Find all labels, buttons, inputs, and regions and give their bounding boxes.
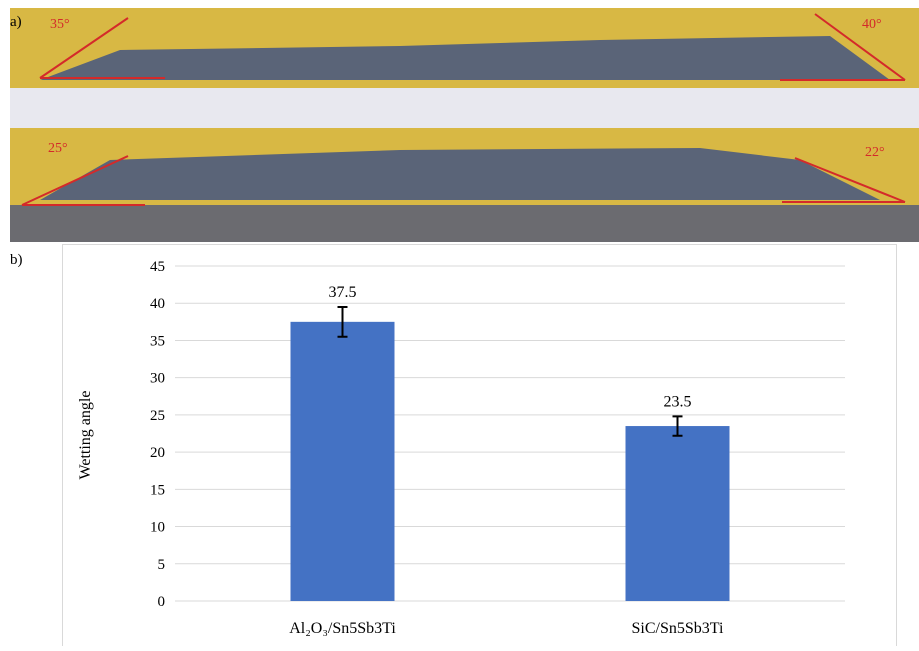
plot: 0 5 10 15 20 25 30 35 40 45 Al₂O₃/Sn5Sb3Ti 37.5 SiC/… [150, 259, 845, 637]
y-tick-label: 30 [150, 371, 165, 387]
panel-label: a) [10, 14, 22, 30]
angle-label: 25° [48, 141, 68, 156]
bar [291, 322, 395, 601]
separator [10, 88, 919, 128]
y-tick-label: 40 [150, 296, 165, 312]
y-tick-label: 35 [150, 333, 165, 349]
panel-label: b) [10, 252, 23, 268]
y-tick-label: 20 [150, 445, 165, 461]
angle-label: 35° [50, 17, 70, 32]
substrate-edge [10, 205, 919, 242]
x-tick-label: SiC/Sn5Sb3Ti [632, 620, 724, 637]
y-tick-label: 45 [150, 259, 165, 275]
y-tick-label: 25 [150, 408, 165, 424]
y-axis-title: Wetting angle [77, 391, 94, 480]
x-tick-label: Al₂O₃/Sn5Sb3Ti [289, 620, 396, 637]
value-label: 37.5 [329, 284, 357, 301]
angle-label: 22° [865, 145, 885, 160]
angle-label: 40° [862, 17, 882, 32]
chart-frame [63, 245, 897, 647]
y-tick-label: 10 [150, 520, 165, 536]
y-tick-label: 0 [158, 594, 166, 610]
y-tick-label: 15 [150, 482, 165, 498]
y-tick-label: 5 [158, 557, 166, 573]
bar [626, 426, 730, 601]
value-label: 23.5 [664, 393, 692, 410]
figure: 35° 40° 25° 22° a) b) Wetting angle 0 5 10… [0, 0, 919, 646]
photo: 35° 40° 25° 22° a) [10, 8, 919, 242]
